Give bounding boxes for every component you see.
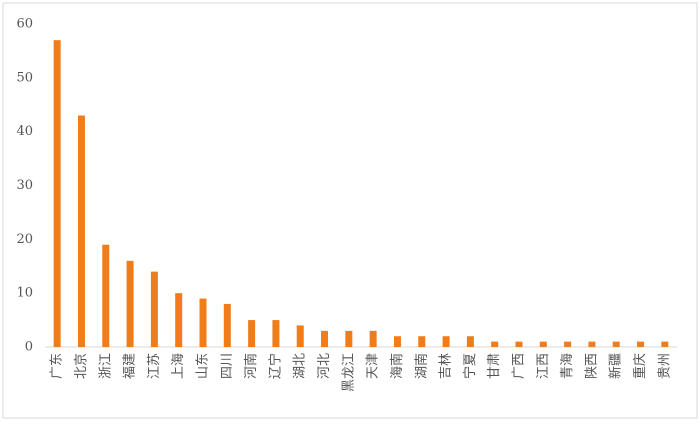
bar bbox=[393, 336, 401, 347]
y-tick-label: 0 bbox=[25, 340, 33, 355]
bar bbox=[588, 341, 596, 347]
bar bbox=[53, 40, 61, 348]
bar bbox=[661, 341, 669, 347]
x-tick-label: 江西 bbox=[536, 353, 551, 379]
bar bbox=[77, 115, 85, 348]
x-tick-label: 广西 bbox=[512, 353, 527, 379]
bar bbox=[491, 341, 499, 347]
x-tick-label: 广东 bbox=[50, 353, 65, 379]
x-tick-label: 新疆 bbox=[608, 353, 624, 379]
x-tick-label: 上海 bbox=[171, 353, 186, 379]
y-tick-label: 20 bbox=[16, 232, 33, 247]
bar bbox=[150, 271, 158, 347]
chart-frame bbox=[2, 2, 698, 419]
x-tick-label: 陕西 bbox=[584, 353, 599, 379]
bar bbox=[272, 320, 280, 347]
x-tick-label: 福建 bbox=[123, 353, 138, 379]
bar bbox=[199, 298, 207, 347]
y-tick-label: 60 bbox=[16, 17, 33, 32]
x-tick-label: 湖北 bbox=[293, 353, 308, 379]
x-tick-label: 吉林 bbox=[439, 353, 454, 379]
bar bbox=[466, 336, 474, 347]
x-tick-label: 辽宁 bbox=[267, 353, 283, 379]
bar bbox=[126, 260, 134, 347]
x-tick-label: 甘肃 bbox=[487, 353, 502, 379]
bar bbox=[223, 303, 231, 347]
x-tick-label: 青海 bbox=[560, 353, 575, 379]
bar bbox=[515, 341, 523, 347]
y-tick-label: 50 bbox=[16, 70, 33, 85]
y-tick-label: 40 bbox=[16, 124, 33, 139]
x-tick-label: 黑龙江 bbox=[341, 353, 356, 392]
y-tick-label: 10 bbox=[16, 286, 33, 301]
bar bbox=[612, 341, 620, 347]
x-tick-label: 河南 bbox=[243, 353, 259, 379]
x-tick-label: 贵州 bbox=[657, 353, 672, 379]
bar bbox=[296, 325, 304, 347]
x-tick-label: 四川 bbox=[220, 353, 235, 379]
bar bbox=[248, 320, 256, 347]
bar bbox=[345, 330, 353, 347]
bar bbox=[564, 341, 572, 347]
bar bbox=[369, 330, 377, 347]
x-tick-label: 山东 bbox=[196, 353, 211, 379]
bar bbox=[418, 336, 426, 347]
x-tick-label: 江苏 bbox=[146, 353, 162, 379]
x-tick-label: 重庆 bbox=[632, 353, 648, 379]
x-tick-label: 湖南 bbox=[413, 353, 429, 379]
bar bbox=[637, 341, 645, 347]
bar bbox=[539, 341, 547, 347]
x-tick-label: 宁夏 bbox=[462, 353, 478, 379]
x-tick-label: 北京 bbox=[74, 353, 89, 379]
x-tick-label: 浙江 bbox=[98, 353, 113, 379]
x-tick-label: 天津 bbox=[366, 353, 381, 379]
bar bbox=[175, 293, 183, 347]
bar bbox=[102, 244, 110, 347]
x-tick-label: 河北 bbox=[317, 353, 332, 379]
y-tick-label: 30 bbox=[16, 178, 33, 193]
bar bbox=[442, 336, 450, 347]
bar bbox=[321, 330, 329, 347]
x-tick-label: 海南 bbox=[389, 353, 405, 379]
